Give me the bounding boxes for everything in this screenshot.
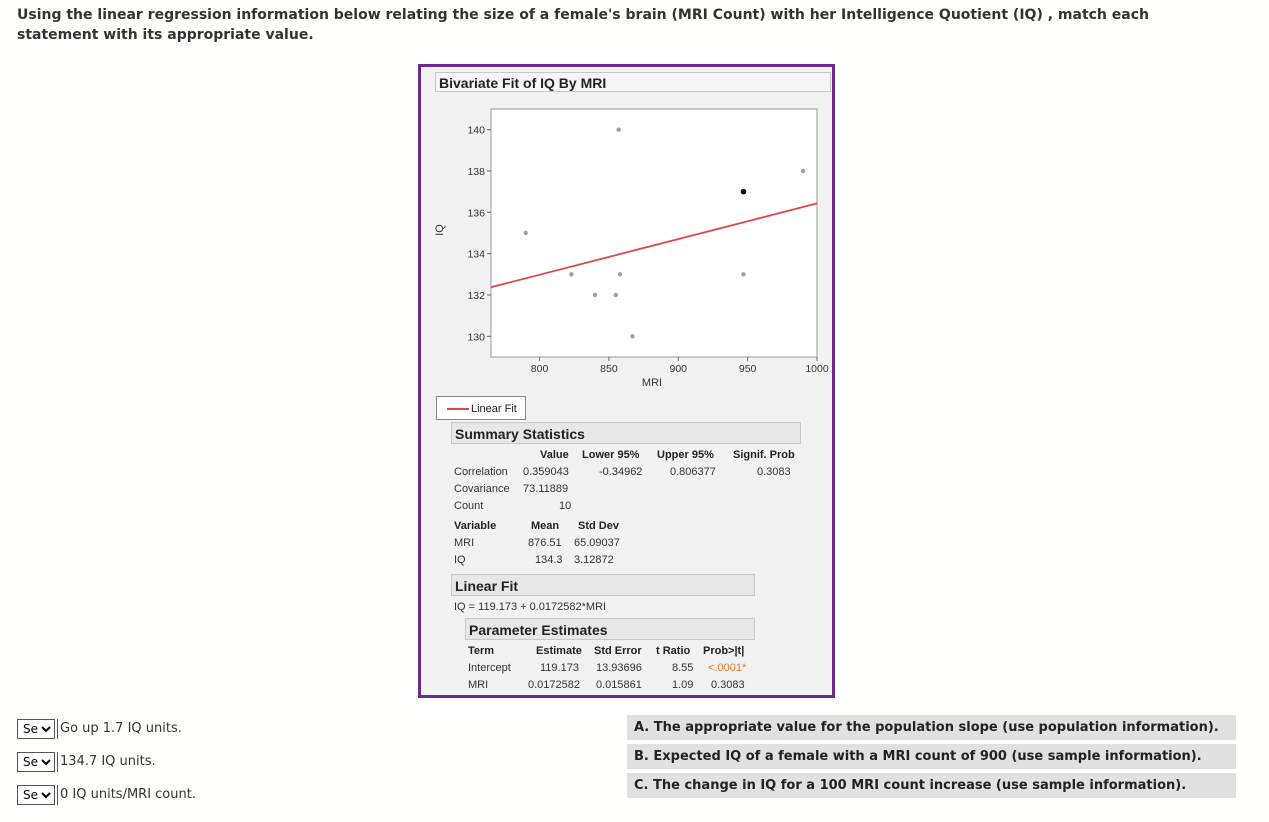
variable-name: MRI: [454, 537, 475, 549]
col-variable: Variable: [454, 520, 497, 532]
y-tick-label: 130: [467, 331, 485, 343]
data-point: [741, 272, 746, 277]
y-axis-title: IQ: [434, 224, 446, 236]
summary-statistics-heading: Summary Statistics: [451, 422, 801, 444]
data-point: [523, 230, 528, 236]
answer-option-c: C. The change in IQ for a 100 MRI count …: [627, 773, 1236, 798]
x-tick-label: 900: [670, 363, 688, 375]
statement-text-3: 0 IQ units/MRI count.: [57, 784, 196, 805]
statement-row-1: SeGo up 1.7 IQ units.: [17, 718, 182, 740]
match-select-1[interactable]: Se: [17, 718, 55, 739]
row-label: Covariance: [454, 483, 510, 495]
y-tick-label: 138: [467, 166, 485, 178]
iq-mean: 134.3: [535, 554, 563, 566]
data-point: [800, 168, 806, 174]
x-tick-label: 850: [600, 363, 618, 375]
count-value: 10: [559, 500, 572, 512]
intercept-t: 8.55: [672, 662, 694, 674]
linear-fit-heading: Linear Fit: [451, 574, 755, 596]
col-signif-prob: Signif. Prob: [733, 449, 795, 461]
col-term: Term: [468, 645, 495, 657]
col-estimate: Estimate: [536, 645, 582, 657]
row-label: Correlation: [454, 466, 508, 478]
statement-text-1: Go up 1.7 IQ units.: [57, 718, 182, 739]
iq-sd: 3.12872: [574, 554, 614, 566]
y-tick-label: 134: [467, 249, 485, 261]
intercept-estimate: 119.173: [540, 662, 579, 674]
answer-option-a: A. The appropriate value for the populat…: [627, 715, 1236, 740]
correlation-lower: -0.34962: [599, 466, 643, 478]
figure-title: Bivariate Fit of IQ By MRI: [435, 72, 831, 92]
legend: Linear Fit: [436, 396, 526, 420]
intercept-p: <.0001*: [708, 662, 747, 674]
statement-text-2: 134.7 IQ units.: [57, 751, 156, 772]
data-point: [613, 292, 619, 298]
col-upper95: Upper 95%: [657, 449, 714, 461]
fit-line: [490, 202, 818, 289]
plot-area: [490, 108, 818, 358]
data-point: [616, 127, 621, 132]
data-point: [569, 272, 574, 277]
correlation-prob: 0.3083: [757, 466, 791, 478]
x-tick-label: 800: [531, 363, 549, 375]
variable-name: IQ: [454, 554, 466, 566]
scatter-plot: IQ MRI 130 132 134 136 138 140 800 850 900 950 100…: [434, 108, 829, 389]
answer-option-b: B. Expected IQ of a female with a MRI co…: [627, 744, 1236, 769]
regression-equation: IQ = 119.173 + 0.0172582*MRI: [454, 601, 607, 613]
match-select-3[interactable]: Se: [17, 784, 55, 805]
col-value: Value: [540, 449, 569, 461]
row-label: Count: [454, 500, 484, 512]
correlation-value: 0.359043: [523, 466, 569, 478]
linear-fit-swatch: [447, 408, 469, 411]
mri-estimate: 0.0172582: [528, 679, 580, 691]
col-prob-t: Prob>|t|: [703, 645, 745, 657]
y-tick-label: 136: [467, 207, 485, 219]
intercept-se: 13.93696: [596, 662, 642, 674]
col-lower95: Lower 95%: [582, 449, 640, 461]
x-tick-label: 1000: [805, 363, 829, 375]
data-point: [740, 188, 747, 195]
col-t-ratio: t Ratio: [656, 645, 691, 657]
parameter-estimates-heading: Parameter Estimates: [465, 618, 755, 640]
y-tick-label: 132: [467, 290, 485, 302]
question-prompt: Using the linear regression information …: [17, 7, 1149, 43]
legend-label: Linear Fit: [471, 403, 517, 415]
data-point: [630, 334, 635, 339]
col-std-dev: Std Dev: [578, 520, 619, 532]
correlation-upper: 0.806377: [670, 466, 716, 478]
data-point: [592, 292, 598, 298]
mri-sd: 65.09037: [574, 537, 620, 549]
col-mean: Mean: [531, 520, 560, 532]
covariance-value: 73.11889: [523, 483, 569, 495]
mri-t: 1.09: [672, 679, 694, 691]
x-tick-label: 950: [739, 363, 757, 375]
mri-p: 0.3083: [711, 679, 745, 691]
mri-se: 0.015861: [596, 679, 642, 691]
y-tick-label: 140: [467, 125, 485, 137]
match-select-2[interactable]: Se: [17, 751, 55, 772]
statement-row-3: Se0 IQ units/MRI count.: [17, 784, 196, 806]
col-std-error: Std Error: [594, 645, 642, 657]
statement-row-2: Se134.7 IQ units.: [17, 751, 156, 773]
regression-output-figure: Bivariate Fit of IQ By MRI IQ MRI 130 132…: [418, 64, 835, 698]
data-point: [617, 272, 623, 277]
term-intercept: Intercept: [468, 662, 511, 674]
x-axis-title: MRI: [642, 377, 662, 389]
mri-mean: 876.51: [528, 537, 562, 549]
term-mri: MRI: [468, 679, 489, 691]
